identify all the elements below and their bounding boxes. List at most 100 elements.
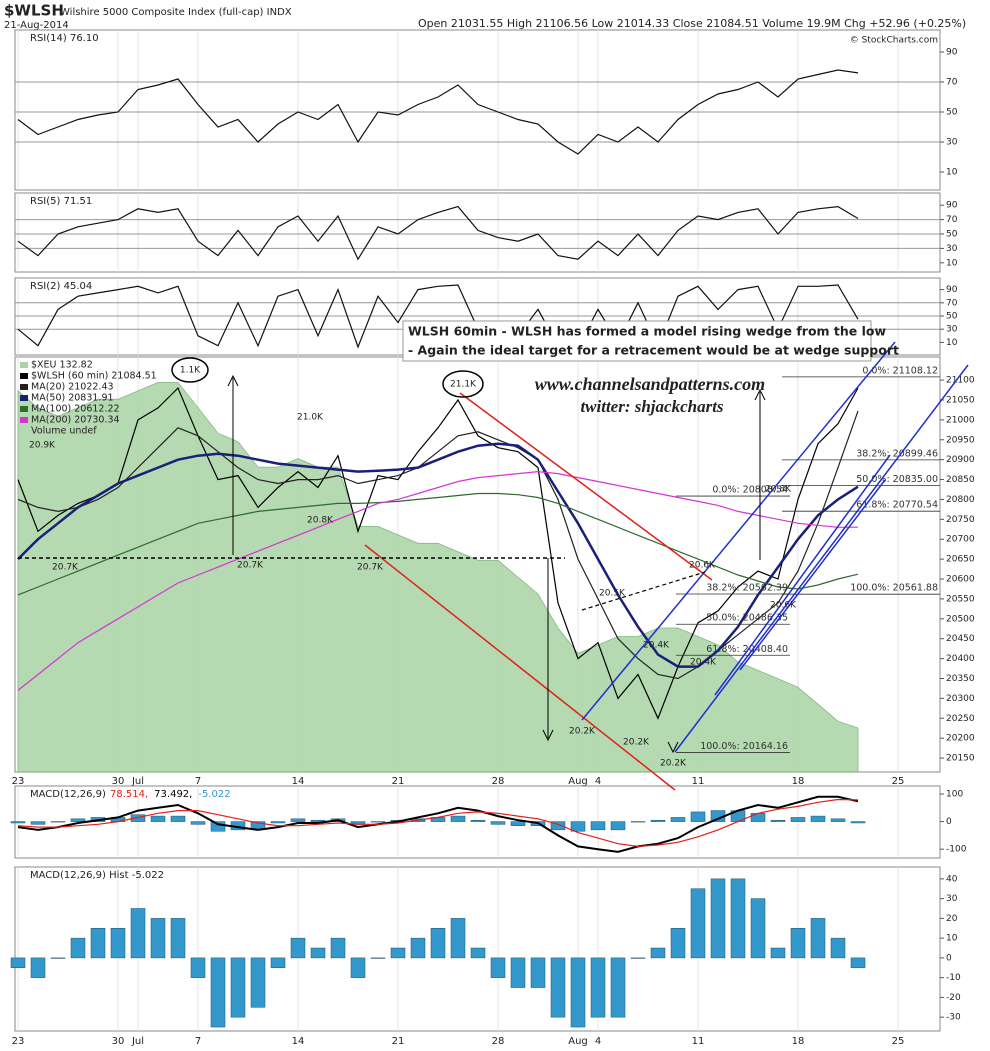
y-tick-label: 30 — [946, 244, 958, 254]
fib-label: 0.0%: 21108.12 — [862, 365, 938, 376]
x-tick-label: 4 — [595, 1036, 601, 1047]
bar — [790, 817, 806, 822]
y-tick-label: 90 — [946, 48, 958, 58]
x-tick-label: 30 — [112, 1036, 125, 1047]
bar — [50, 957, 66, 959]
panel-title: RSI(5) 71.51 — [30, 196, 92, 207]
bar — [670, 928, 686, 959]
bar — [570, 821, 586, 832]
y-tick-label: 20150 — [946, 754, 975, 764]
fib-label: 61.8%: 20770.54 — [856, 500, 938, 511]
trendline — [739, 479, 886, 671]
website: www.channelsandpatterns.com — [535, 374, 765, 394]
x-tick-label: 7 — [195, 1036, 201, 1047]
twitter: twitter: shjackcharts — [580, 397, 723, 416]
x-tick-label: 18 — [792, 1036, 805, 1047]
bar — [110, 928, 126, 959]
bar — [630, 957, 646, 959]
y-tick-label: -10 — [946, 973, 961, 983]
x-tick-label: 30 — [112, 776, 125, 787]
bar — [550, 957, 566, 1018]
point-label: 20.7K — [237, 561, 264, 571]
x-tick-label: 11 — [692, 1036, 705, 1047]
panel-title: MACD(12,26,9) Hist -5.022 — [30, 870, 164, 881]
panel-title: RSI(14) 76.10 — [30, 33, 99, 44]
y-tick-label: 70 — [946, 78, 958, 88]
bar — [410, 937, 426, 959]
y-tick-label: 20400 — [946, 654, 975, 664]
symbol: $WLSH — [4, 2, 64, 20]
trendline — [581, 341, 896, 721]
panel-frame — [14, 192, 941, 273]
y-tick-label: 40 — [946, 874, 958, 884]
fib-label: 61.8%: 20408.40 — [706, 644, 788, 655]
bar — [90, 928, 106, 959]
legend-entry: Volume undef — [31, 426, 97, 437]
x-tick-label: 25 — [892, 1036, 905, 1047]
bar — [230, 957, 246, 1018]
bar — [310, 947, 326, 959]
trend-drawings — [18, 320, 969, 791]
y-tick-label: 50 — [946, 108, 958, 118]
bar — [770, 819, 786, 822]
index-name: Wilshire 5000 Composite Index (full-cap)… — [60, 7, 292, 18]
y-tick-label: 21100 — [946, 376, 975, 386]
bar — [570, 957, 586, 1028]
note-line: WLSH 60min - WLSH has formed a model ris… — [408, 324, 886, 339]
quote: Open 21031.55 High 21106.56 Low 21014.33… — [418, 17, 966, 30]
bar — [370, 821, 386, 823]
panel-frame — [14, 866, 941, 1032]
point-label: 20.9K — [29, 441, 56, 451]
fib-label: 100.0%: 20561.88 — [850, 583, 938, 594]
bar — [610, 821, 626, 831]
bar — [730, 878, 746, 959]
y-tick-label: 20600 — [946, 575, 975, 585]
fib-label: 50.0%: 20486.35 — [706, 613, 788, 624]
bar — [330, 937, 346, 959]
bar — [250, 821, 266, 829]
y-tick-label: -100 — [946, 845, 967, 855]
bar — [450, 918, 466, 959]
bar — [590, 821, 606, 831]
legend-entry: 78.514, — [110, 789, 148, 800]
plot-area: 10 30 50 70 90 RSI(14) 76.10 10 30 50 70 90 RSI(5) … — [10, 29, 975, 1047]
line — [17, 205, 859, 261]
bar — [390, 947, 406, 959]
bar — [290, 937, 306, 959]
legend-entry: MA(100) 20612.22 — [31, 404, 120, 415]
y-tick-label: 90 — [946, 201, 958, 211]
point-label: 20.7K — [52, 563, 79, 573]
trendline — [714, 454, 891, 696]
y-tick-label: 10 — [946, 168, 958, 178]
x-tick-label: 23 — [12, 776, 25, 787]
area — [17, 382, 859, 773]
y-tick-label: 100 — [946, 790, 963, 800]
point-label: 20.6K — [689, 561, 716, 571]
bar — [30, 957, 46, 978]
y-tick-label: 10 — [946, 934, 958, 944]
y-tick-label: 20450 — [946, 634, 975, 644]
arrow — [227, 374, 239, 555]
point-label: 21.0K — [297, 413, 324, 423]
bar — [550, 821, 566, 831]
y-tick-label: 20800 — [946, 495, 975, 505]
legend-entry: $XEU 132.82 — [31, 360, 93, 371]
x-tick-label: 23 — [12, 1036, 25, 1047]
y-tick-label: 70 — [946, 298, 958, 308]
bar — [790, 928, 806, 959]
x-tick-label: 18 — [792, 776, 805, 787]
point-label: 20.5K — [599, 589, 626, 599]
y-tick-label: -30 — [946, 1013, 961, 1023]
bar — [310, 819, 326, 822]
y-tick-label: 50 — [946, 312, 958, 322]
trendline — [459, 392, 713, 581]
legend-swatch — [20, 417, 28, 423]
y-tick-label: 20 — [946, 914, 958, 924]
support-line — [581, 571, 706, 611]
x-tick-label: 11 — [692, 776, 705, 787]
highlight-circle — [442, 370, 484, 398]
bar — [30, 821, 46, 825]
point-label: 20.2K — [569, 727, 596, 737]
date: 21-Aug-2014 — [4, 20, 69, 31]
